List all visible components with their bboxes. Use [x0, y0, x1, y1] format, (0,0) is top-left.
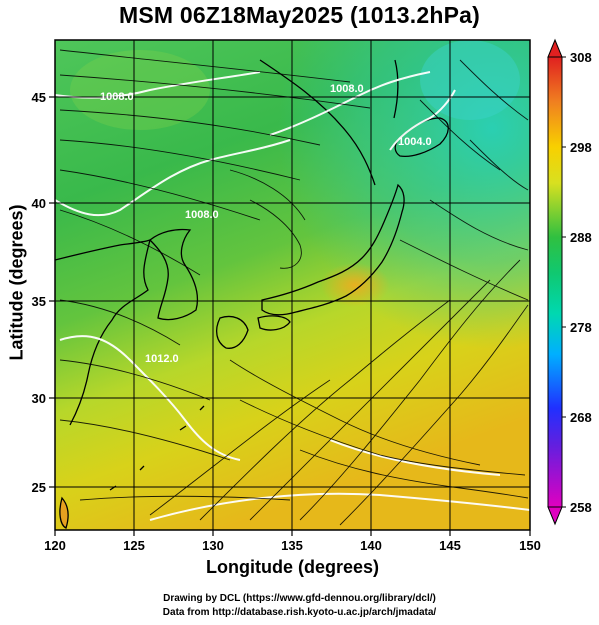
coastlines [55, 59, 449, 529]
contour-label: 1008.0 [185, 209, 219, 221]
x-tick-label: 145 [439, 538, 461, 553]
x-tick-label: 140 [360, 538, 382, 553]
lat-lon-grid [55, 40, 530, 530]
colorbar-tick-label: 268 [570, 410, 592, 425]
x-tick-label: 150 [519, 538, 541, 553]
credit-drawing: Drawing by DCL (https://www.gfd-dennou.o… [163, 593, 436, 604]
contour-label: 1004.0 [398, 136, 432, 148]
x-tick-label: 120 [44, 538, 66, 553]
colorbar-tick-label: 298 [570, 140, 592, 155]
contour-label: 1008.0 [100, 91, 134, 103]
y-axis-title: Latitude (degrees) [6, 204, 27, 361]
colorbar-top-arrow [547, 38, 563, 58]
colorbar-tick-label: 308 [570, 50, 592, 65]
x-tick-label: 135 [281, 538, 303, 553]
x-tick-label: 125 [123, 538, 145, 553]
contour-label: 1012.0 [145, 353, 179, 365]
colorbar-bottom-arrow [547, 506, 563, 526]
credit-data: Data from http://database.rish.kyoto-u.a… [162, 607, 437, 618]
y-tick-label: 40 [32, 196, 46, 211]
y-tick-label: 45 [32, 90, 46, 105]
map-title: MSM 06Z18May2025 (1013.2hPa) [118, 2, 480, 28]
x-axis-title: Longitude (degrees) [205, 557, 379, 577]
colorbar [547, 38, 566, 526]
y-tick-label: 30 [32, 391, 46, 406]
colorbar-tick-label: 278 [570, 320, 592, 335]
x-tick-label: 130 [202, 538, 224, 553]
y-tick-label: 35 [32, 294, 46, 309]
contour-label: 1008.0 [330, 83, 364, 95]
colorbar-tick-label: 288 [570, 230, 592, 245]
wind-streamlines [59, 49, 529, 526]
y-tick-label: 25 [32, 480, 46, 495]
pressure-contours [55, 71, 530, 521]
colorbar-tick-label: 258 [570, 500, 592, 515]
